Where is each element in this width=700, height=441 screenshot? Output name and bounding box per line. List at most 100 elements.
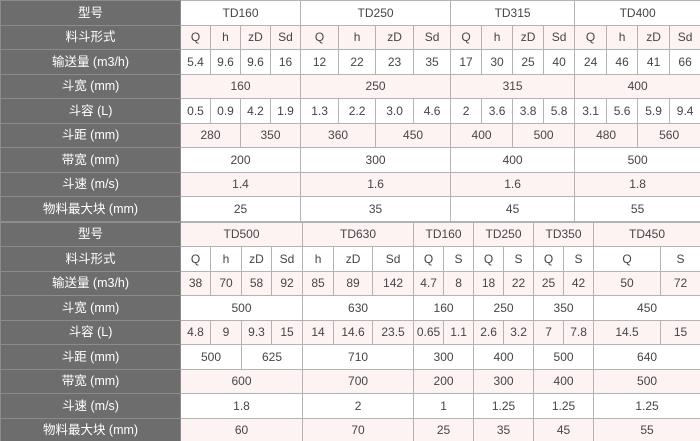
data-cell: 89 xyxy=(333,270,374,296)
data-cell: 35 xyxy=(473,417,535,441)
row-header-label: 斗宽 (mm) xyxy=(0,295,181,321)
data-cell: 2 xyxy=(450,98,483,124)
data-cell: 5.6 xyxy=(606,98,639,124)
data-cell: 600 xyxy=(179,368,304,394)
data-cell: S xyxy=(443,246,475,272)
data-cell: 9.4 xyxy=(669,98,700,124)
table-row: 斗容 (L) 0.5 0.9 4.2 1.9 1.3 2.2 3.0 4.6 2 3.6 3.8 5.8… xyxy=(0,98,700,124)
data-cell: Q xyxy=(533,246,565,272)
data-cell: 3.0 xyxy=(375,98,415,124)
row-header-label: 带宽 (mm) xyxy=(0,368,181,394)
data-cell: 450 xyxy=(593,295,700,321)
row-header-label: 物料最大块 (mm) xyxy=(0,196,181,222)
data-cell: 9.6 xyxy=(240,49,271,75)
data-cell: 38 xyxy=(180,270,211,296)
table-row: 型号 TD160 TD250 TD315 TD400 xyxy=(0,0,700,26)
data-cell: 0.65 xyxy=(413,319,445,345)
table-row: 斗速 (m/s) 1.8 2 1 1.25 1.25 1.25 xyxy=(0,393,700,419)
table-row: 斗距 (mm) 500 625 710 300 400 500 640 xyxy=(0,344,700,370)
data-cell: TD450 xyxy=(593,221,700,247)
data-cell: 640 xyxy=(593,344,700,370)
row-header-label: 料斗形式 xyxy=(0,246,181,272)
row-header-label: 斗速 (m/s) xyxy=(0,171,181,197)
data-cell: S xyxy=(660,246,700,272)
data-cell: 400 xyxy=(473,344,535,370)
data-cell: 16 xyxy=(269,49,302,75)
data-cell: 9 xyxy=(210,319,242,345)
data-cell: 24 xyxy=(574,49,608,75)
data-cell: 4.2 xyxy=(240,98,271,124)
data-cell: 55 xyxy=(593,417,700,441)
data-cell: h xyxy=(481,24,514,50)
data-cell: 4.6 xyxy=(413,98,452,124)
data-cell: 50 xyxy=(593,270,662,296)
data-cell: 3.1 xyxy=(574,98,608,124)
row-header-label: 斗距 (mm) xyxy=(0,344,181,370)
data-cell: 142 xyxy=(372,270,415,296)
data-cell: 400 xyxy=(450,122,514,148)
data-cell: 710 xyxy=(302,344,415,370)
data-cell: 9.6 xyxy=(210,49,241,75)
data-cell: 300 xyxy=(300,147,452,173)
data-cell: TD315 xyxy=(450,0,576,26)
data-cell: 23.5 xyxy=(372,319,415,345)
data-cell: 92 xyxy=(270,270,304,296)
data-cell: 250 xyxy=(473,295,535,321)
data-cell: Q xyxy=(180,246,211,272)
data-cell: 25 xyxy=(413,417,475,441)
data-cell: zD xyxy=(512,24,545,50)
table-row: 输送量 (m3/h) 38 70 58 92 85 89 142 4.7 8 18 22 25 42 50 7… xyxy=(0,270,700,296)
data-cell: Sd xyxy=(413,24,452,50)
data-cell: 1.25 xyxy=(533,393,595,419)
data-cell: 3.8 xyxy=(512,98,545,124)
row-header-label: 物料最大块 (mm) xyxy=(0,417,181,441)
data-cell: 1.8 xyxy=(179,393,304,419)
data-cell: Sd xyxy=(543,24,576,50)
data-cell: 5.4 xyxy=(180,49,211,75)
data-cell: 5.8 xyxy=(543,98,576,124)
data-cell: 500 xyxy=(180,344,242,370)
data-cell: zD xyxy=(241,246,272,272)
data-cell: 1.1 xyxy=(443,319,475,345)
data-cell: 700 xyxy=(302,368,415,394)
data-cell: 41 xyxy=(637,49,671,75)
data-cell: 14 xyxy=(302,319,335,345)
data-cell: Sd xyxy=(372,246,415,272)
data-cell: 2 xyxy=(302,393,415,419)
row-header-label: 斗速 (m/s) xyxy=(0,393,181,419)
data-cell: TD500 xyxy=(179,221,304,247)
data-cell: h xyxy=(210,246,242,272)
data-cell: 45 xyxy=(450,196,576,222)
data-cell: 500 xyxy=(179,295,304,321)
table-row: 输送量 (m3/h) 5.4 9.6 9.6 16 12 22 23 35 17 30 25 40 24 4… xyxy=(0,49,700,75)
row-header-label: 斗距 (mm) xyxy=(0,122,181,148)
data-cell: TD250 xyxy=(300,0,452,26)
data-cell: Q xyxy=(180,24,211,50)
data-cell: 85 xyxy=(302,270,335,296)
data-cell: 9.3 xyxy=(241,319,272,345)
data-cell: 400 xyxy=(450,147,576,173)
data-cell: 1.9 xyxy=(269,98,302,124)
data-cell: 25 xyxy=(512,49,545,75)
row-header-label: 斗容 (L) xyxy=(0,98,181,124)
data-cell: 60 xyxy=(179,417,304,441)
data-cell: 8 xyxy=(443,270,475,296)
data-cell: 40 xyxy=(543,49,576,75)
data-cell: 1.25 xyxy=(593,393,700,419)
row-header-label: 型号 xyxy=(0,221,181,247)
data-cell: 5.9 xyxy=(637,98,671,124)
data-cell: Q xyxy=(450,24,483,50)
data-cell: 4.8 xyxy=(180,319,211,345)
row-header-label: 型号 xyxy=(0,0,181,26)
row-header-label: 料斗形式 xyxy=(0,24,181,50)
table-row: 斗距 (mm) 280 350 360 450 400 500 480 560 xyxy=(0,122,700,148)
data-cell: 200 xyxy=(179,147,302,173)
data-cell: 46 xyxy=(606,49,639,75)
data-cell: 1 xyxy=(413,393,475,419)
data-cell: 2.2 xyxy=(338,98,377,124)
row-header-label: 输送量 (m3/h) xyxy=(0,270,181,296)
data-cell: 14.6 xyxy=(333,319,374,345)
